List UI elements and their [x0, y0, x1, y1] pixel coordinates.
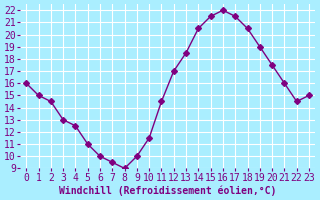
X-axis label: Windchill (Refroidissement éolien,°C): Windchill (Refroidissement éolien,°C)	[59, 185, 276, 196]
